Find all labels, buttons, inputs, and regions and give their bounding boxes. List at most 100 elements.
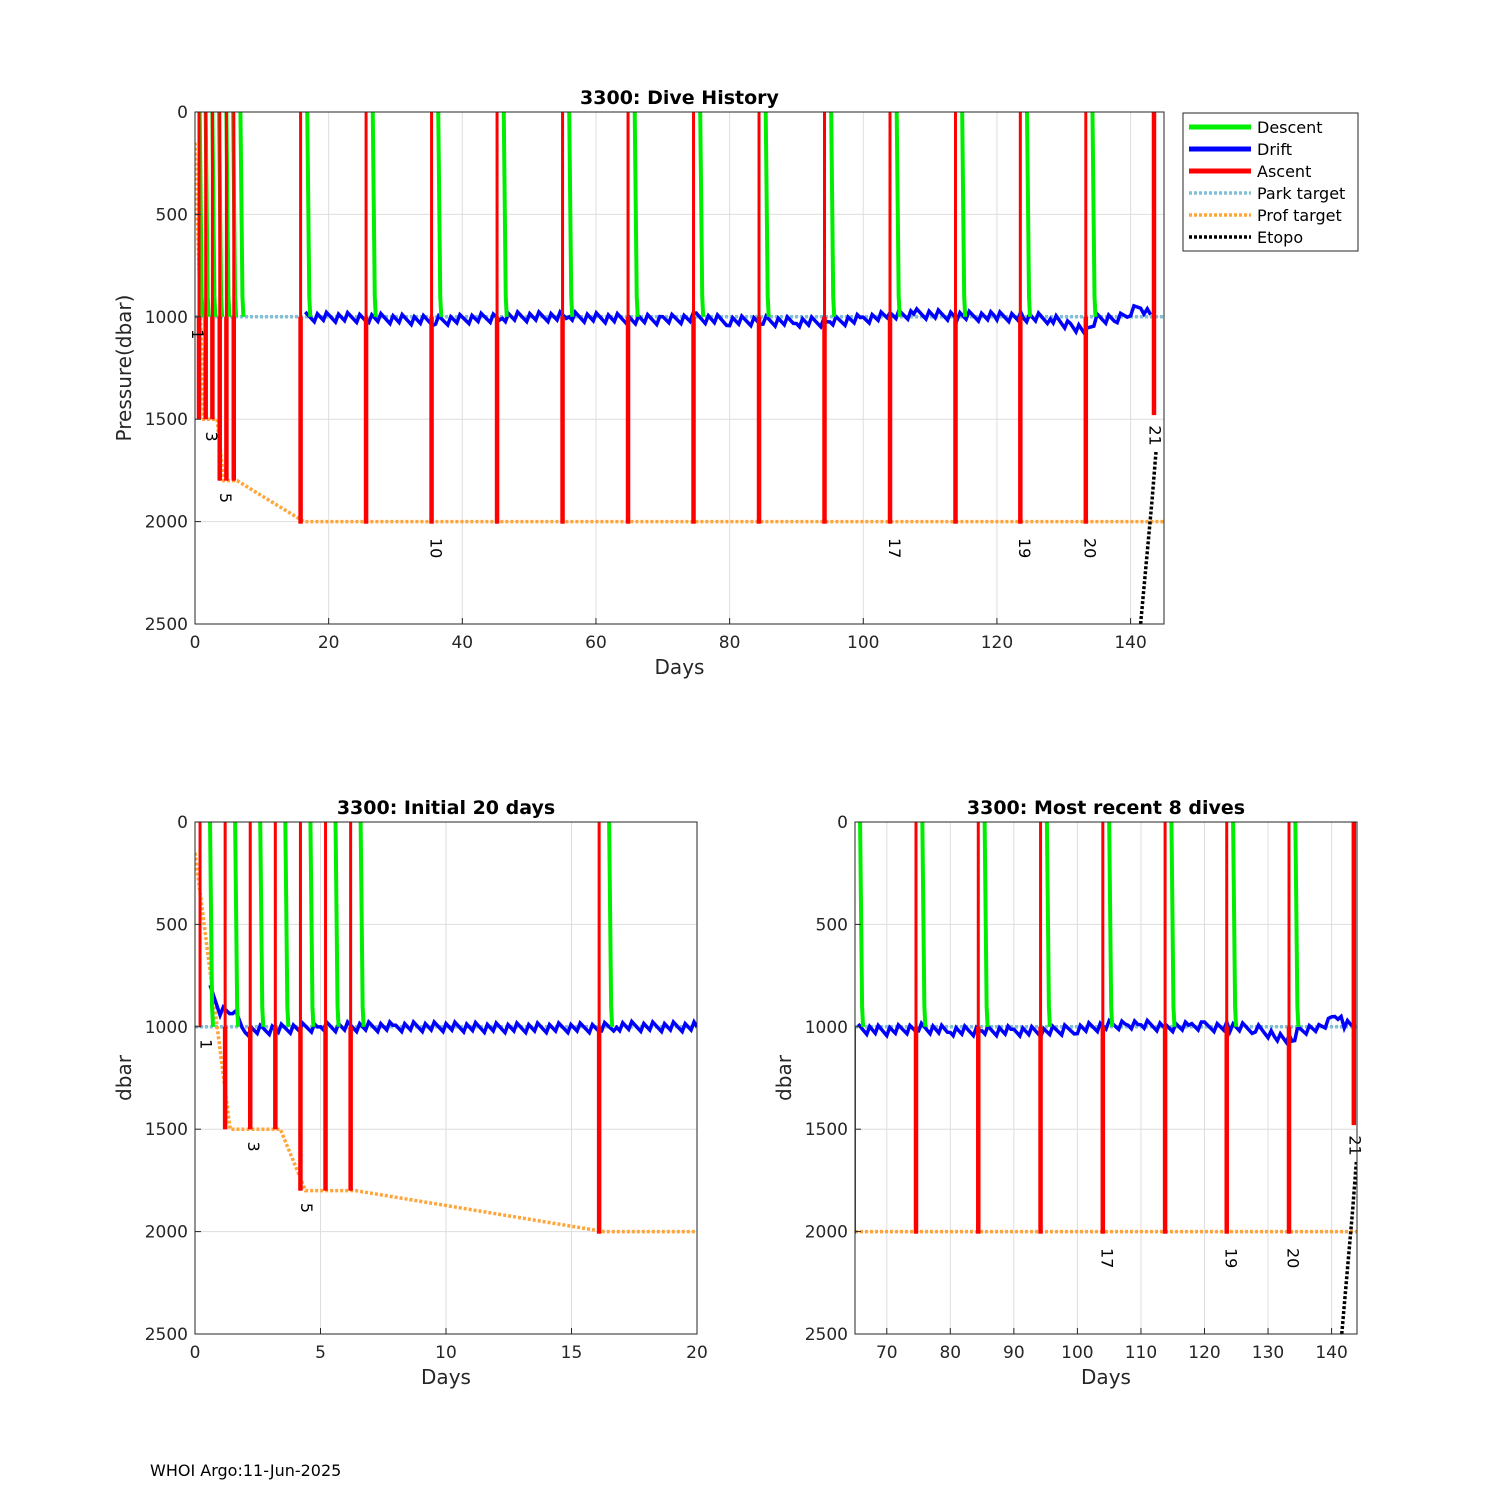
- x-tick-label: 10: [435, 1343, 457, 1363]
- legend-label: Ascent: [1257, 162, 1311, 181]
- plot-layer: [195, 112, 1164, 624]
- chart-title: 3300: Initial 20 days: [337, 797, 555, 819]
- x-tick-label: 20: [686, 1343, 708, 1363]
- descent-line: [238, 112, 246, 317]
- x-tick-label: 80: [939, 1343, 961, 1363]
- x-tick-label: 0: [190, 633, 201, 653]
- etopo-line: [1340, 1161, 1357, 1334]
- descent-line: [1090, 112, 1098, 317]
- legend-label: Prof target: [1257, 206, 1342, 225]
- descent-line: [567, 112, 575, 317]
- descent-line: [305, 112, 313, 317]
- descent-line: [308, 822, 316, 1027]
- footer-stamp: WHOI Argo:11-Jun-2025: [150, 1461, 342, 1480]
- y-tick-label: 2500: [805, 1325, 848, 1345]
- plot-layer: [855, 822, 1357, 1334]
- x-tick-label: 60: [585, 633, 607, 653]
- cycle-number-label: 1: [197, 1039, 216, 1049]
- y-tick-label: 0: [177, 813, 188, 833]
- descent-line: [436, 112, 444, 317]
- etopo-line: [1138, 451, 1158, 624]
- descent-line: [894, 112, 902, 317]
- cycle-number-label: 19: [1221, 1248, 1240, 1268]
- chart-1: 1 3 5 10 17 19 20 21 0 20 40 60 80 100 120 140 0 500 1000 1…: [112, 87, 1165, 679]
- cycle-number-label: 20: [1081, 538, 1100, 558]
- y-tick-label: 0: [837, 813, 848, 833]
- descent-line: [982, 822, 990, 1027]
- y-tick-label: 1500: [145, 410, 188, 430]
- y-tick-label: 1000: [145, 1018, 188, 1038]
- cycle-number-label: 5: [216, 493, 235, 503]
- y-tick-label: 1500: [145, 1120, 188, 1140]
- drift-series-line: [208, 984, 697, 1039]
- x-tick-label: 110: [1125, 1343, 1157, 1363]
- descent-line: [1044, 822, 1052, 1027]
- cycle-number-label: 17: [885, 538, 904, 558]
- prof-target-line: [195, 852, 697, 1234]
- descent-line: [283, 822, 291, 1027]
- descent-line: [829, 112, 837, 317]
- cycle-number-label: 21: [1145, 425, 1164, 445]
- chart-title: 3300: Most recent 8 dives: [967, 797, 1245, 819]
- y-tick-label: 500: [156, 915, 188, 935]
- x-tick-label: 100: [847, 633, 879, 653]
- legend-label: Park target: [1257, 184, 1345, 203]
- descent-line: [632, 112, 640, 317]
- x-axis-label: Days: [421, 1365, 471, 1389]
- descent-line: [333, 822, 341, 1027]
- descent-line: [501, 112, 509, 317]
- descent-line: [763, 112, 771, 317]
- cycle-number-label: 5: [297, 1203, 316, 1213]
- x-tick-label: 130: [1252, 1343, 1284, 1363]
- x-tick-label: 70: [876, 1343, 898, 1363]
- chart-2: 1 3 5 0 5 10 15 20 0 500 1000 1500 2000 2500 3300: Ini…: [112, 797, 708, 1389]
- y-axis-label: Pressure(dbar): [112, 295, 136, 442]
- cycle-number-label: 19: [1015, 538, 1034, 558]
- chart-3: 17 19 20 21 70 80 90 100 110 120 130 140 0 500 1000 150…: [772, 797, 1364, 1389]
- x-axis-label: Days: [655, 655, 705, 679]
- axes-box: [854, 821, 1358, 1335]
- x-tick-label: 0: [190, 1343, 201, 1363]
- axes-box: [194, 111, 1165, 625]
- drift-series-line: [856, 1013, 1355, 1046]
- descent-line: [233, 822, 241, 1027]
- cycle-number-label: 21: [1345, 1135, 1364, 1155]
- y-axis-label: dbar: [772, 1054, 796, 1101]
- x-axis-label: Days: [1081, 1365, 1131, 1389]
- y-tick-label: 2000: [805, 1223, 848, 1243]
- y-tick-label: 2000: [145, 1223, 188, 1243]
- cycle-number-label: 1: [188, 329, 207, 339]
- descent-line: [370, 112, 378, 317]
- cycle-number-label: 20: [1284, 1248, 1303, 1268]
- descent-line: [607, 822, 615, 1027]
- legend-label: Etopo: [1257, 228, 1303, 247]
- x-tick-label: 15: [561, 1343, 583, 1363]
- cycle-number-label: 17: [1098, 1248, 1117, 1268]
- x-tick-label: 120: [1188, 1343, 1220, 1363]
- y-tick-label: 500: [156, 205, 188, 225]
- y-tick-label: 1000: [805, 1018, 848, 1038]
- plot-layer: [195, 822, 697, 1234]
- cycle-number-label: 3: [244, 1141, 263, 1151]
- descent-line: [1293, 822, 1301, 1027]
- cycle-number-label: 10: [426, 538, 445, 558]
- y-axis-label: dbar: [112, 1054, 136, 1101]
- descent-line: [1025, 112, 1033, 317]
- descent-line: [920, 822, 928, 1027]
- drift-series-line: [303, 303, 1153, 337]
- descent-line: [858, 822, 866, 1027]
- x-tick-label: 90: [1003, 1343, 1025, 1363]
- descent-line: [208, 822, 216, 1027]
- x-tick-label: 80: [719, 633, 741, 653]
- y-tick-label: 500: [816, 915, 848, 935]
- chart-title: 3300: Dive History: [580, 87, 779, 109]
- x-tick-label: 140: [1315, 1343, 1347, 1363]
- x-tick-label: 100: [1061, 1343, 1093, 1363]
- descent-line: [698, 112, 706, 317]
- y-tick-label: 1500: [805, 1120, 848, 1140]
- descent-line: [1107, 822, 1115, 1027]
- y-tick-label: 1000: [145, 308, 188, 328]
- y-tick-label: 2500: [145, 615, 188, 635]
- legend-box: [1182, 112, 1359, 252]
